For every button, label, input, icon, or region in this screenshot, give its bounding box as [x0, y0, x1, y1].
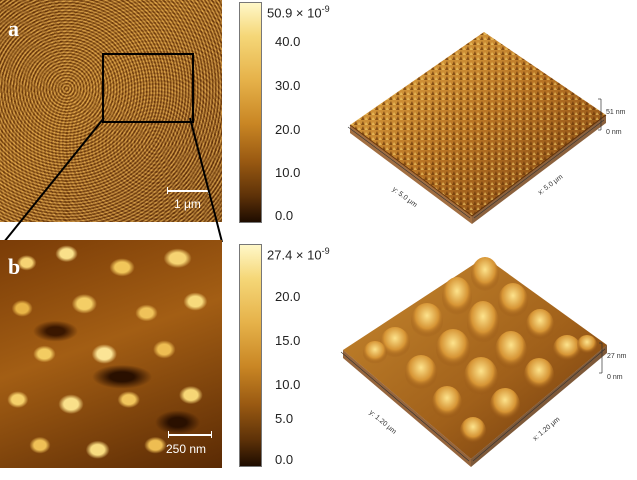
afm-3d-surface-b: 27 nm 0 nm y: 1.20 μm x: 1.20 μm	[340, 257, 627, 467]
afm-3d-surface-a: 51 nm 0 nm y: 5.0 μm x: 5.0 μm	[347, 32, 626, 224]
scalebar-label-a: 1 μm	[174, 197, 201, 211]
surface-a-zmax-label: 51 nm	[606, 109, 626, 116]
colorbar-a-tick: 40.0	[275, 34, 301, 49]
surface-a-zmin-label: 0 nm	[606, 129, 622, 136]
surface-a-x-axis-label: x: 5.0 μm	[537, 173, 564, 196]
afm-image-b: b 250 nm	[0, 240, 222, 468]
colorbar-b-tick: 10.0	[275, 377, 301, 392]
surface-a-y-axis-label: y: 5.0 μm	[391, 186, 418, 209]
zoom-region-box	[102, 53, 194, 123]
colorbar-b-tick: 15.0	[275, 333, 301, 348]
afm-image-a: a 1 μm	[0, 0, 222, 222]
colorbar-b-tick: 5.0	[275, 411, 294, 426]
surface-b-y-axis-label: y: 1.20 μm	[368, 409, 398, 436]
colorbar-a-max-label: 50.9 × 10-9	[267, 4, 330, 21]
surface-b-x-axis-label: x: 1.20 μm	[532, 416, 562, 443]
scalebar-label-b: 250 nm	[166, 442, 207, 456]
colorbar-a-tick: 30.0	[275, 78, 301, 93]
colorbar-a	[239, 2, 262, 223]
panel-label-a: a	[8, 16, 19, 41]
panel-label-b: b	[8, 254, 21, 279]
surface-b-grains	[363, 257, 597, 445]
surface-b-zmin-label: 0 nm	[607, 374, 623, 381]
colorbar-b-max-label: 27.4 × 10-9	[267, 246, 330, 263]
scalebar-b	[168, 431, 212, 438]
colorbar-b-tick: 0.0	[275, 452, 294, 467]
colorbar-a-tick: 0.0	[275, 208, 294, 223]
zoom-connector-lines	[3, 117, 223, 243]
colorbar-a-tick: 10.0	[275, 165, 301, 180]
colorbar-a-tick: 20.0	[275, 122, 301, 137]
surface-b-zmax-label: 27 nm	[607, 353, 627, 360]
colorbar-b-tick: 20.0	[275, 289, 301, 304]
colorbar-b	[239, 244, 262, 467]
